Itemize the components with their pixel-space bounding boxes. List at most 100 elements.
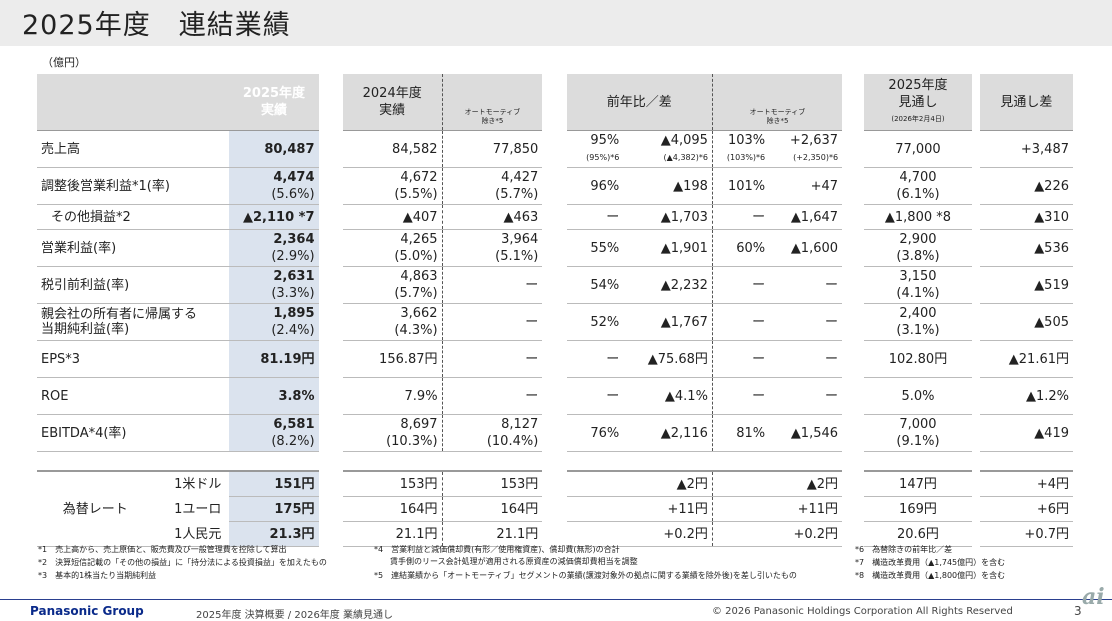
spacer-cell — [566, 470, 624, 497]
cell: ー — [441, 377, 543, 415]
spacer-cell — [37, 452, 1073, 472]
cell-value: ▲1,800 *8 — [884, 209, 952, 225]
cell-value: ▲310 — [1034, 209, 1069, 225]
cell: 売上高 — [37, 130, 230, 168]
cell: 164円 — [342, 496, 443, 522]
cell-value: ー — [525, 351, 539, 367]
cell: その他損益*2 — [37, 204, 230, 230]
cell-sub-value: (5.6%) — [271, 187, 315, 202]
spacer-cell — [319, 230, 343, 267]
spacer-cell — [842, 74, 865, 131]
cell: 169円 — [864, 496, 972, 522]
forecast-header-label: 2025年度 見通し — [888, 77, 948, 110]
cell: ▲1,600 — [769, 229, 843, 267]
cell: ▲198 — [623, 167, 713, 205]
spacer-cell — [542, 497, 566, 522]
cell-value: 80,487 — [264, 141, 315, 157]
cell: 4,672 (5.5%) — [342, 167, 443, 205]
spacer-cell — [842, 378, 864, 415]
cell: ▲1,546 — [769, 414, 843, 452]
cell: 親会社の所有者に帰属する 当期純利益(率) — [37, 303, 230, 341]
spacer-cell — [319, 415, 343, 452]
spacer-cell — [566, 521, 624, 547]
cell: ▲2円 — [769, 470, 843, 497]
cell: 4,863 (5.7%) — [342, 266, 443, 304]
brand-logo: Panasonic Group — [30, 604, 144, 618]
cell: ▲1.2% — [979, 377, 1073, 415]
cell: ▲1,767 — [623, 303, 713, 341]
note-5: *5 連結業績から「オートモーティブ」セグメントの業績(譲渡対象外の拠点に関する… — [374, 571, 797, 580]
cell-value: ▲4,095 — [660, 133, 708, 148]
table-row: 税引前利益(率) 2,631 (3.3%) 4,863 (5.7%) ー 54% ▲2,232… — [37, 266, 1073, 304]
cell-value: 156.87円 — [379, 351, 438, 367]
forecast-date: (2026年2月4日) — [891, 114, 945, 123]
cell-value: ー — [752, 351, 766, 367]
currency-label: 1人民元 — [174, 526, 222, 542]
spacer-cell — [319, 131, 343, 168]
cell-value: ▲1,901 — [660, 240, 708, 256]
cell: 2024年度 実績 — [342, 74, 443, 131]
cell: 52% — [566, 303, 624, 341]
cell-value: ▲2,110 *7 — [243, 209, 315, 225]
cell-value: ▲519 — [1034, 277, 1069, 293]
cell-value: ▲4.1% — [664, 388, 708, 404]
cell-value: ー — [825, 314, 839, 330]
cell-sub-value: (2.9%) — [271, 249, 315, 264]
spacer-cell — [542, 168, 566, 205]
spacer-cell — [972, 378, 980, 415]
spacer-cell — [972, 341, 980, 378]
cell: 60% — [712, 229, 770, 267]
spacer-cell — [319, 497, 343, 522]
cell: 153円 — [441, 470, 543, 497]
spacer-cell — [842, 304, 864, 341]
table-row: EPS*3 81.19円 156.87円 ー ー ▲75.68円 ー ー 102.80円 ▲21.… — [37, 340, 1073, 378]
cell-value: 7.9% — [404, 388, 438, 404]
cell-value: +2,637 — [789, 133, 839, 148]
cell: ー — [712, 266, 770, 304]
cell: 5.0% — [864, 377, 972, 415]
spacer-cell — [542, 74, 567, 131]
cell: ー — [566, 377, 624, 415]
cell: 前年比／差 — [566, 74, 713, 131]
cell: 55% — [566, 229, 624, 267]
cell: オートモーティブ 除き*5 — [441, 74, 543, 131]
cell-value: ▲1,767 — [660, 314, 708, 330]
cell: 101% — [712, 167, 770, 205]
spacer-cell — [542, 341, 566, 378]
cell-value: ▲226 — [1034, 178, 1069, 194]
table-row: 親会社の所有者に帰属する 当期純利益(率) 1,895 (2.4%) 3,662 (4.… — [37, 303, 1073, 341]
cell: ー — [712, 303, 770, 341]
cell: ▲536 — [979, 229, 1073, 267]
cell-value: ー — [825, 351, 839, 367]
cell: ー — [769, 266, 843, 304]
spacer-cell — [319, 205, 343, 230]
cell: 153円 — [342, 470, 443, 497]
cell: 3,964 (5.1%) — [441, 229, 543, 267]
cell: 164円 — [441, 496, 543, 522]
cell: +3,487 — [979, 130, 1073, 168]
cell-value: 54% — [590, 277, 620, 293]
cell-sub-value: (95%)*6 — [586, 153, 620, 162]
note-7: *7 構造改革費用（▲1,745億円）を含む — [855, 558, 1006, 567]
cell: 76% — [566, 414, 624, 452]
cell-value: ー — [752, 209, 766, 225]
cell-value: 81.19円 — [260, 351, 315, 367]
cell: ▲505 — [979, 303, 1073, 341]
cell-sub-value: (8.2%) — [271, 434, 315, 449]
cell: オートモーティブ 除き*5 — [711, 74, 843, 131]
cell: ▲1,901 — [623, 229, 713, 267]
cell-value: ▲1,647 — [790, 209, 839, 225]
note-8: *8 構造改革費用（▲1,800億円）を含む — [855, 571, 1006, 580]
cell: ▲4.1% — [623, 377, 713, 415]
cell-value: +47 — [810, 178, 839, 194]
cell-value: 95% — [590, 133, 620, 148]
spacer-cell — [972, 471, 980, 497]
cell: +0.2円 — [769, 521, 843, 547]
cell-value: 2,631 — [273, 269, 315, 284]
cell-value: ー — [606, 388, 620, 404]
spacer-cell — [542, 267, 566, 304]
note-1: *1 売上高から、売上原価と、販売費及び一般管理費を控除して算出 — [38, 545, 287, 554]
cell-value: ▲198 — [673, 178, 708, 194]
cell: ▲21.61円 — [979, 340, 1073, 378]
cell-value: 81% — [736, 425, 766, 441]
